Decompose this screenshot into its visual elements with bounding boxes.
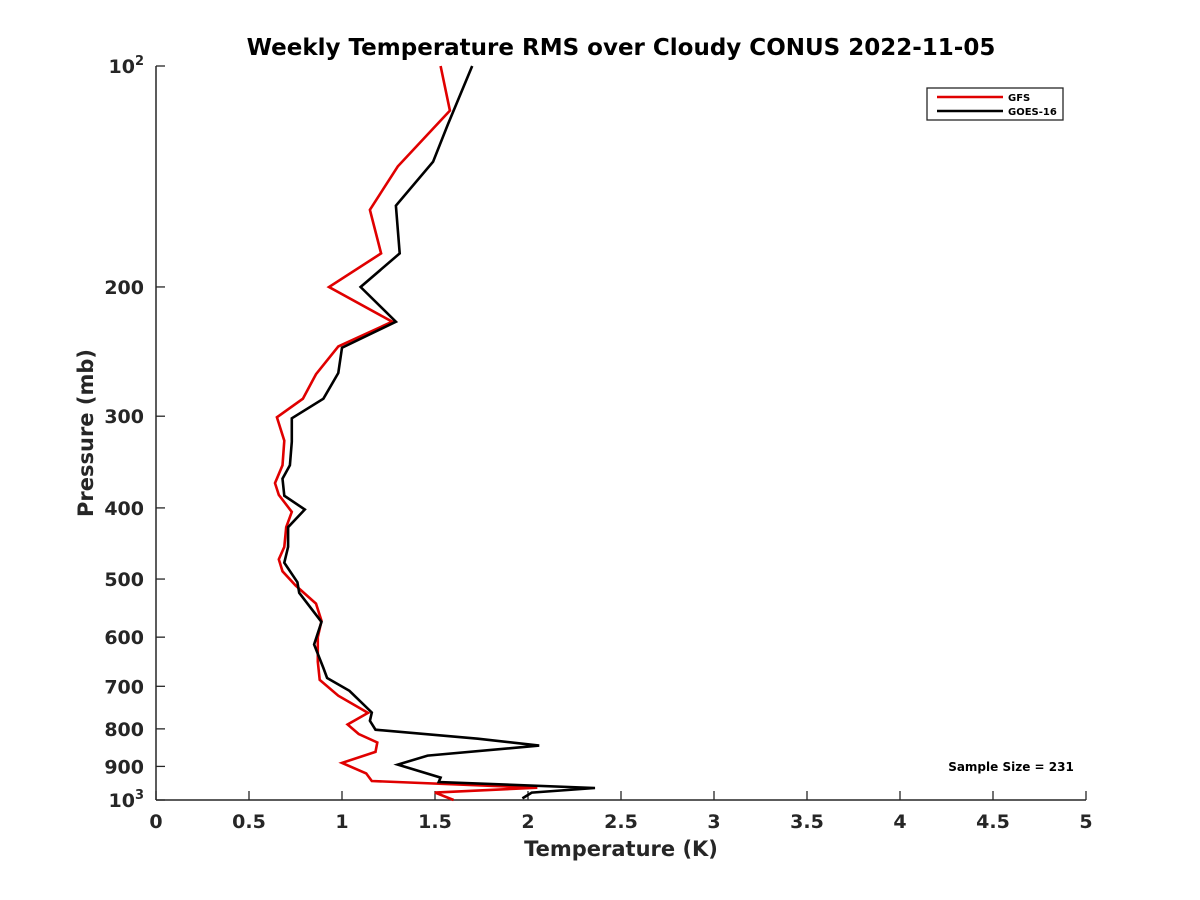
axes: 0 0.5 1 1.5 2 2.5 3 3.5 4 4.5 51022003004005006007… [104, 54, 1092, 833]
x-tick-label: 5 [1079, 811, 1092, 833]
y-tick-label-base: 10 [109, 790, 135, 812]
sample-size-annotation: Sample Size = 231 [948, 760, 1074, 774]
legend: GFS GOES-16 [926, 87, 1064, 121]
y-tick-label: 400 [104, 498, 144, 520]
x-tick-label: 4.5 [976, 811, 1010, 833]
y-axis-label: Pressure (mb) [74, 349, 98, 517]
y-tick-label-base: 10 [109, 56, 135, 78]
x-tick-label: 0 [149, 811, 162, 833]
x-tick-label: 2.5 [604, 811, 638, 833]
x-tick-label: 3.5 [790, 811, 824, 833]
x-tick-label: 1 [335, 811, 348, 833]
y-tick-label-exponent: 2 [135, 54, 144, 69]
y-tick-label: 600 [104, 627, 144, 649]
x-tick-label: 1.5 [418, 811, 452, 833]
series-line-gfs [273, 65, 538, 802]
y-tick-label-exponent: 3 [135, 788, 144, 803]
y-tick-label: 300 [104, 406, 144, 428]
x-tick-label: 4 [893, 811, 906, 833]
y-tick-label: 900 [104, 756, 144, 778]
y-tick-label: 500 [104, 569, 144, 591]
legend-box [926, 87, 1064, 121]
legend-label-gfs: GFS [1008, 93, 1030, 104]
y-tick-label: 102 [109, 54, 145, 78]
series-layer [273, 65, 596, 802]
legend-label-goes-16: GOES-16 [1008, 107, 1057, 118]
y-tick-label: 103 [109, 788, 145, 812]
x-tick-label: 2 [521, 811, 534, 833]
series-line-goes-16 [281, 65, 596, 800]
chart-title: Weekly Temperature RMS over Cloudy CONUS… [247, 35, 996, 61]
x-tick-label: 0.5 [232, 811, 266, 833]
y-tick-label: 700 [104, 676, 144, 698]
x-axis-label: Temperature (K) [524, 837, 718, 861]
y-tick-label: 200 [104, 277, 144, 299]
x-tick-label: 3 [707, 811, 720, 833]
y-tick-label: 800 [104, 719, 144, 741]
